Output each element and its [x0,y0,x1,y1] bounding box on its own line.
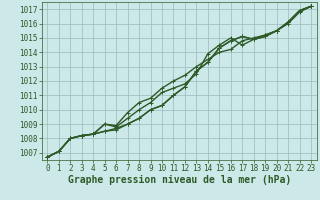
X-axis label: Graphe pression niveau de la mer (hPa): Graphe pression niveau de la mer (hPa) [68,175,291,185]
